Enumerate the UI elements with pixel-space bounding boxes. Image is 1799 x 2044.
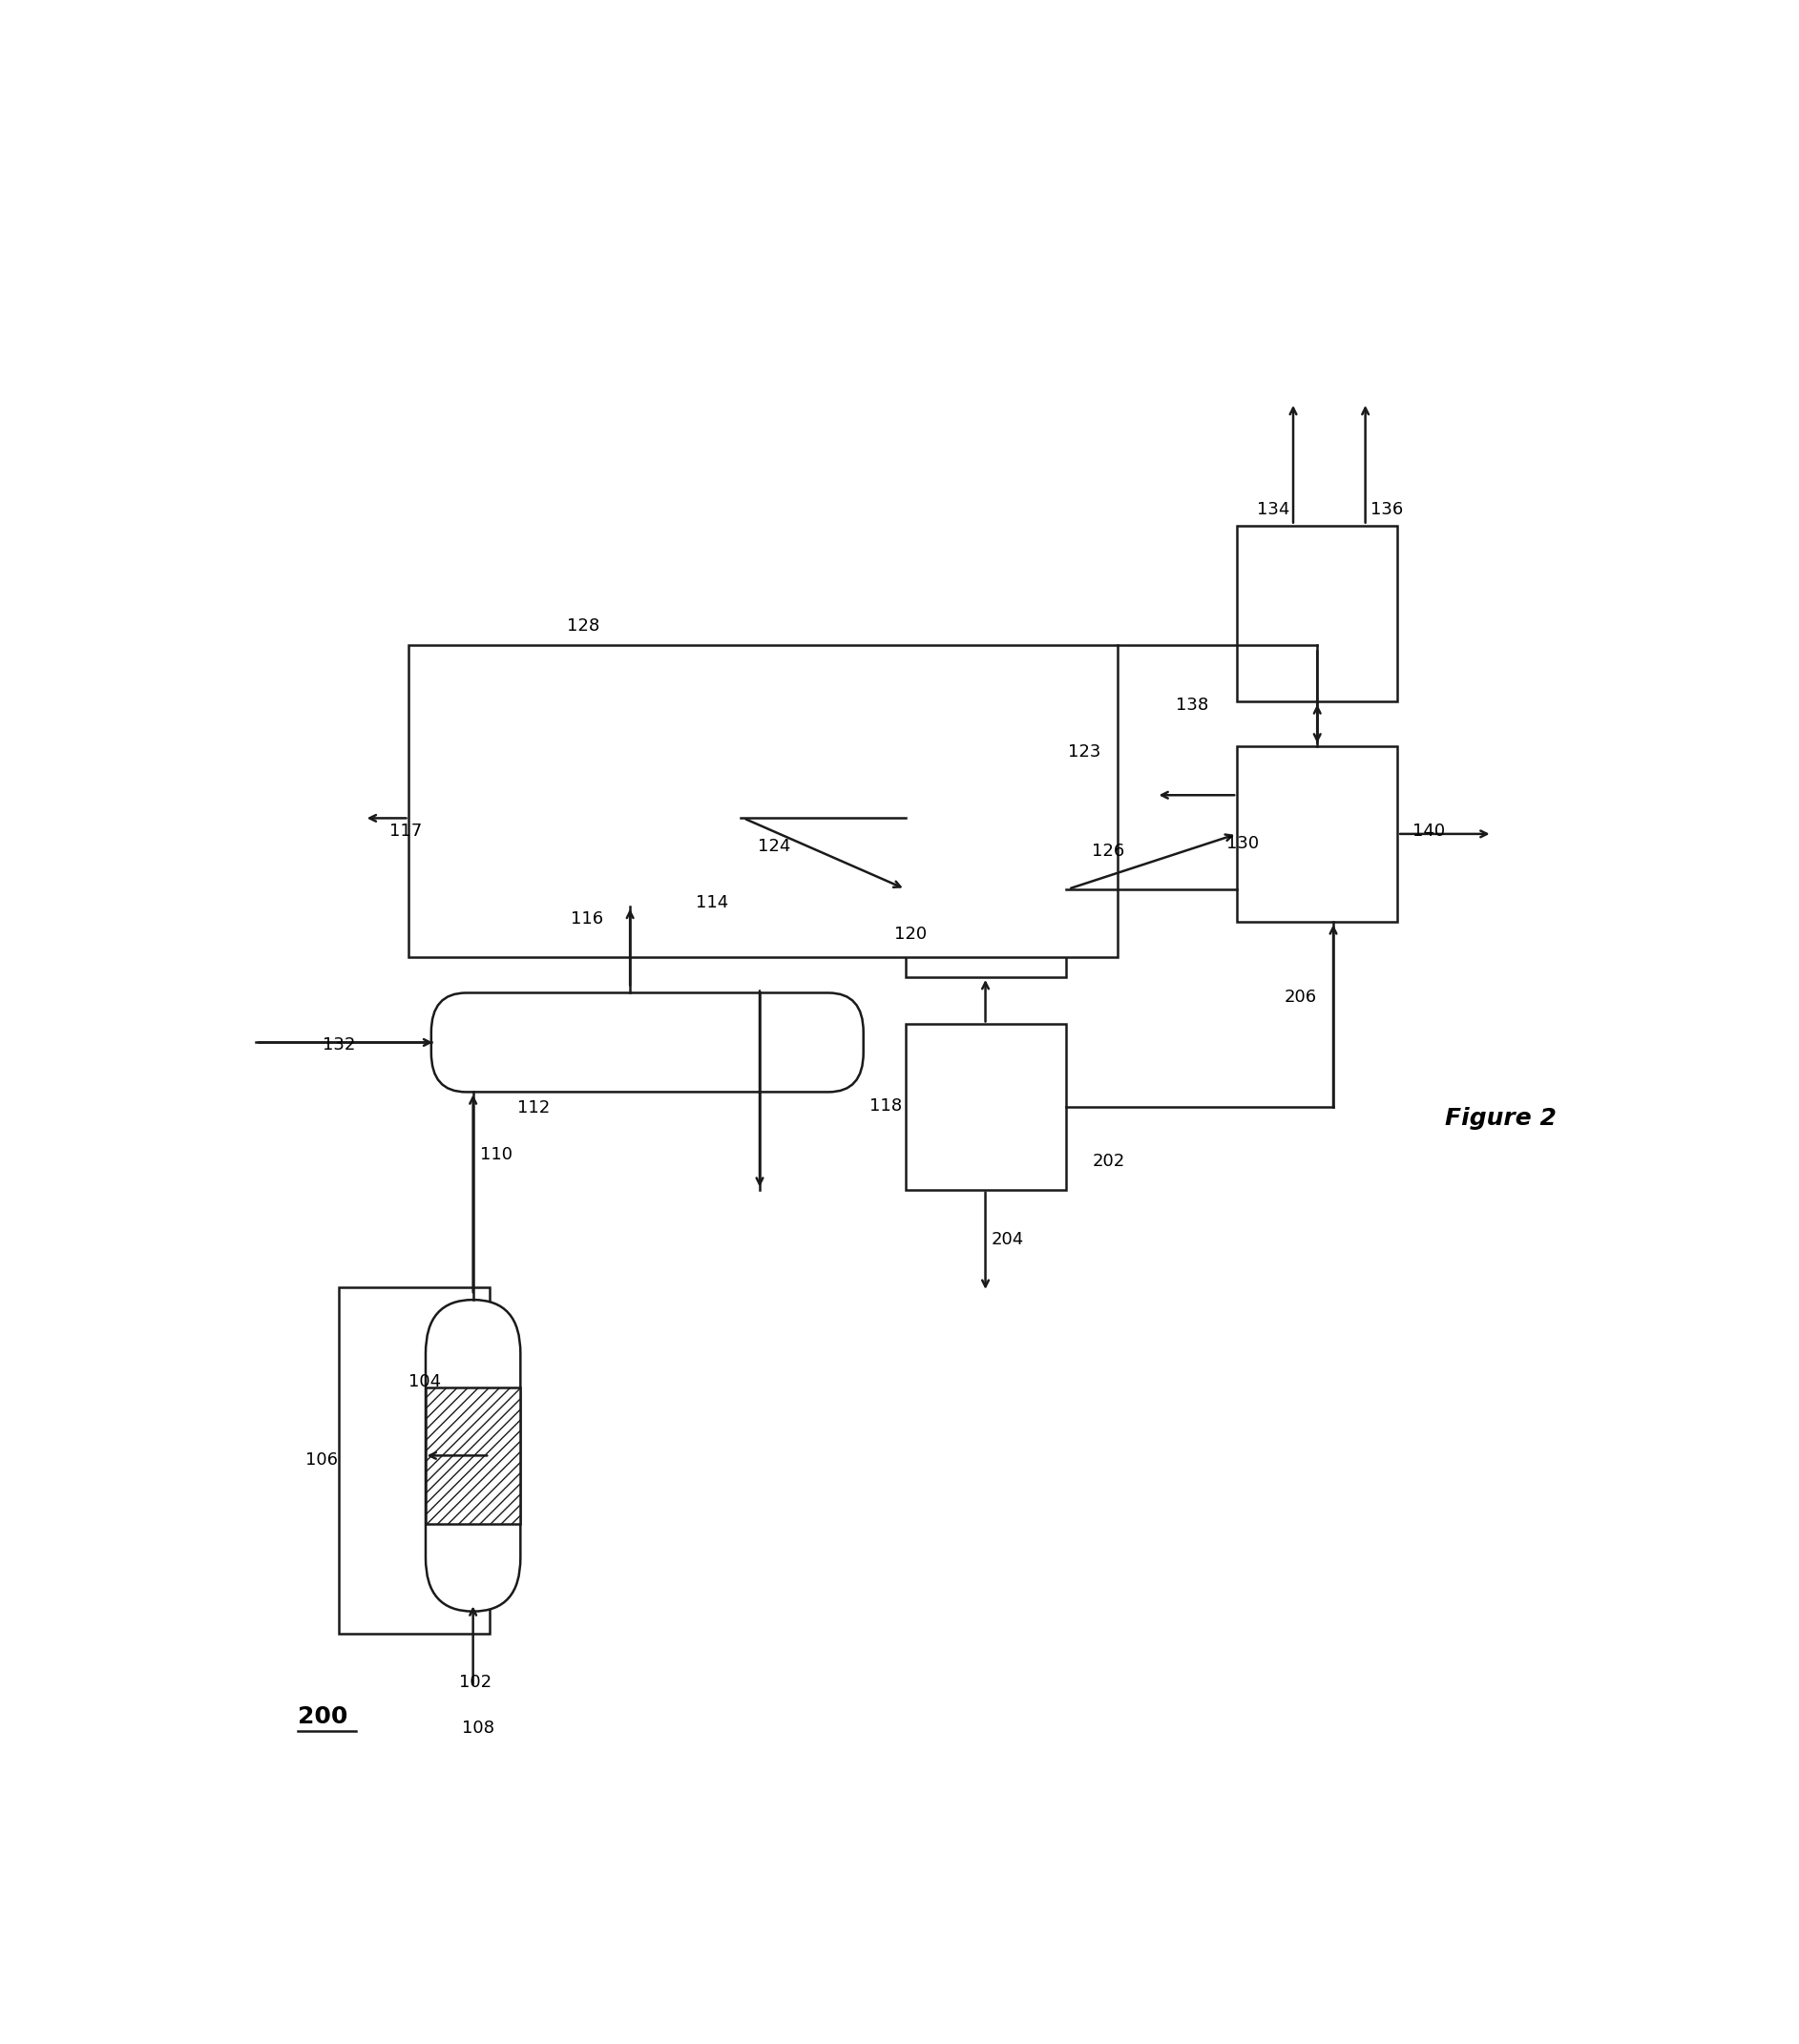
Bar — [1238, 746, 1398, 922]
Text: 206: 206 — [1284, 989, 1317, 1006]
Text: 116: 116 — [570, 910, 603, 928]
FancyBboxPatch shape — [432, 993, 864, 1091]
Text: 110: 110 — [480, 1147, 513, 1163]
Text: 123: 123 — [1069, 744, 1101, 760]
Bar — [905, 1024, 1065, 1190]
Text: 124: 124 — [757, 838, 790, 854]
FancyBboxPatch shape — [426, 1300, 520, 1611]
Text: 138: 138 — [1177, 697, 1209, 713]
Text: 132: 132 — [322, 1036, 354, 1053]
Text: 108: 108 — [462, 1719, 495, 1737]
Text: 204: 204 — [991, 1230, 1024, 1249]
Text: 117: 117 — [389, 822, 423, 840]
Text: 136: 136 — [1371, 501, 1403, 519]
Bar — [1238, 525, 1398, 701]
Text: Figure 2: Figure 2 — [1445, 1108, 1556, 1130]
Text: 128: 128 — [567, 617, 599, 636]
Text: 126: 126 — [1092, 842, 1124, 861]
Text: 130: 130 — [1225, 834, 1259, 852]
Text: 102: 102 — [459, 1674, 491, 1690]
Text: 202: 202 — [1092, 1153, 1124, 1169]
Text: 200: 200 — [297, 1705, 347, 1729]
Text: 120: 120 — [894, 926, 926, 942]
Text: 114: 114 — [696, 895, 729, 912]
Text: 112: 112 — [518, 1100, 550, 1116]
Bar — [905, 801, 1065, 977]
Bar — [340, 1288, 489, 1633]
Text: 118: 118 — [869, 1098, 901, 1114]
Bar — [581, 730, 741, 905]
Text: 104: 104 — [408, 1374, 441, 1390]
Text: 140: 140 — [1412, 822, 1445, 840]
Text: 106: 106 — [306, 1451, 338, 1470]
Text: 134: 134 — [1256, 501, 1290, 519]
Bar — [426, 1388, 520, 1525]
Bar — [408, 646, 1117, 957]
